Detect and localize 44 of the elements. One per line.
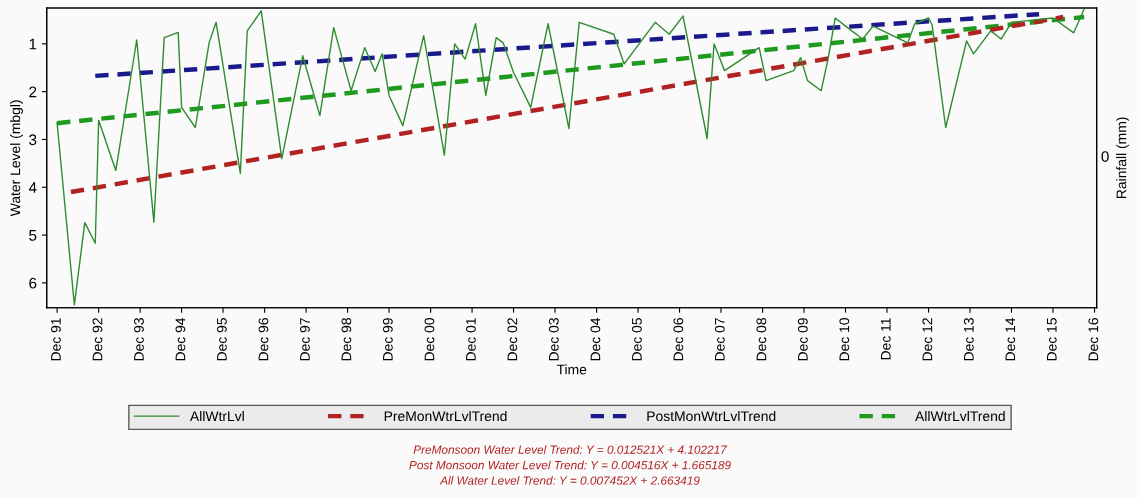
- y-tick-label: 1: [29, 38, 37, 50]
- x-tick-label: Dec 94: [175, 317, 186, 361]
- x-tick-label: Dec 07: [714, 318, 725, 361]
- y2-axis-title: Rainfall (mm): [1116, 117, 1130, 199]
- x-tick-label: Dec 93: [134, 318, 144, 361]
- y-tick-label: 3: [29, 134, 37, 146]
- y-tick-label: 5: [29, 230, 37, 241]
- x-tick-label: Dec 04: [590, 317, 601, 361]
- line-series: [56, 8, 1085, 306]
- text: PreMonsoon Water Level Trend: Y = 0.012521X + 4.102217: [413, 445, 728, 454]
- x-tick-label: Dec 91: [50, 318, 61, 361]
- y-tick-label: 2: [29, 86, 37, 98]
- y-tick-label: 6: [29, 277, 37, 289]
- legend-label: PreMonWtrLvlTrend: [384, 410, 507, 422]
- legend-label: AllWtrLvl: [189, 410, 244, 422]
- legend-label: PostMonWtrLvlTrend: [647, 410, 776, 422]
- x-tick-label: Dec 92: [92, 318, 103, 361]
- x-tick-label: Dec 08: [756, 318, 767, 361]
- x-tick-label: Dec 99: [382, 318, 393, 361]
- x-tick-label: Dec 13: [963, 318, 974, 361]
- x-tick-label: Dec 05: [631, 318, 642, 361]
- x-tick-label: Dec 03: [548, 318, 559, 361]
- legend-label: AllWtrLvlTrend: [915, 410, 1005, 422]
- text: 0: [1101, 151, 1109, 162]
- x-tick-label: Dec 01: [465, 318, 476, 361]
- x-tick-label: Dec 16: [1088, 318, 1099, 361]
- x-axis-title: Time: [556, 364, 587, 375]
- x-tick-label: Dec 97: [299, 318, 310, 361]
- x-tick-label: Dec 06: [673, 318, 684, 361]
- x-tick-label: Dec 95: [216, 318, 227, 361]
- x-tick-label: Dec 10: [839, 318, 850, 361]
- x-tick-label: Dec 14: [1005, 317, 1016, 361]
- x-tick-label: Dec 15: [1046, 318, 1057, 361]
- x-tick-label: Dec 02: [507, 318, 518, 361]
- x-tick-label: Dec 96: [258, 318, 269, 361]
- x-tick-label: Dec 09: [797, 318, 808, 361]
- x-tick-label: Dec 11: [881, 318, 891, 360]
- y-tick-label: 4: [28, 182, 37, 193]
- x-tick-label: Dec 98: [341, 318, 352, 361]
- x-tick-label: Dec 00: [424, 318, 435, 361]
- y-axis-title: Water Level (mbgl): [10, 100, 23, 217]
- x-tick-label: Dec 12: [922, 318, 933, 361]
- text: Post Monsoon Water Level Trend: Y = 0.004516X + 1.665189: [409, 460, 731, 470]
- text: All Water Level Trend: Y = 0.007452X + 2.663419: [439, 476, 700, 485]
